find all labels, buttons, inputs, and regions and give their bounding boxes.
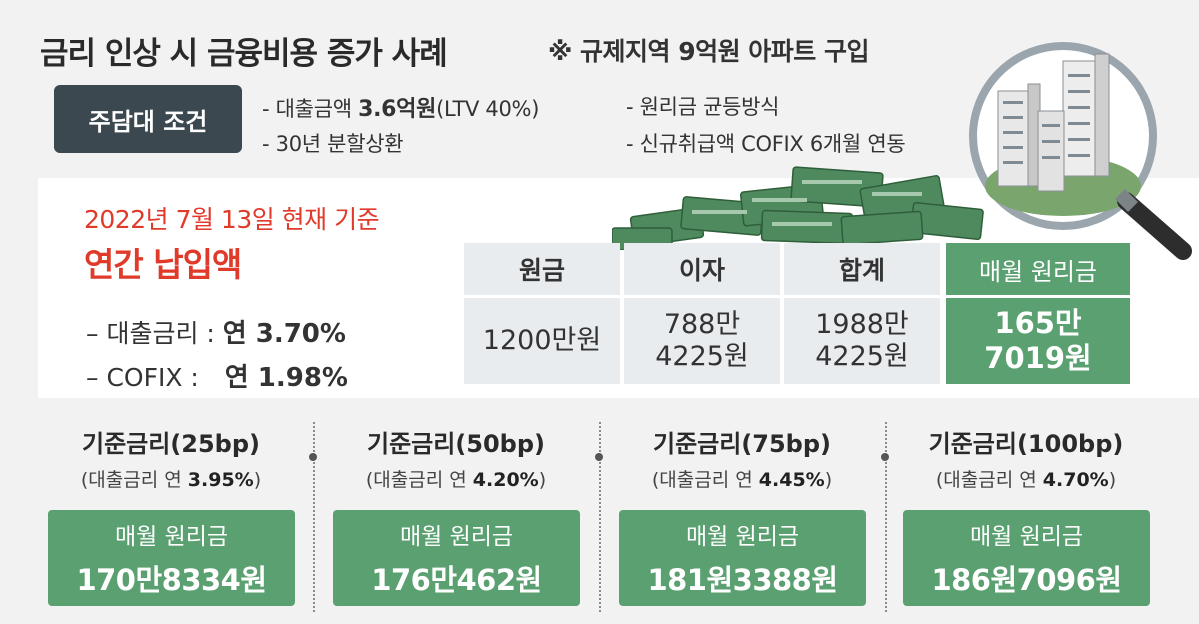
page-subtitle: ※ 규제지역 9억원 아파트 구입	[548, 37, 870, 66]
condition-term: - 30년 분할상환	[262, 132, 404, 156]
basis-date: 2022년 7월 13일 현재 기준	[84, 205, 380, 234]
scenario-50bp: 기준금리(50bp) (대출금리 연 4.20%) 매월 원리금 176만462…	[333, 424, 580, 606]
money-pile-icon	[612, 166, 984, 250]
scenario-divider	[599, 422, 601, 612]
scenario-divider	[313, 422, 315, 612]
loan-rate-line: – 대출금리 : 연 3.70%	[86, 319, 346, 349]
scenario-monthly-box: 매월 원리금 176만462원	[333, 510, 580, 606]
table-header-interest: 이자	[624, 243, 780, 295]
scenario-monthly-box: 매월 원리금 170만8334원	[48, 510, 295, 606]
condition-repayment: - 원리금 균등방식	[626, 95, 780, 119]
conditions-badge: 주담대 조건	[54, 85, 242, 153]
scenario-monthly-label: 매월 원리금	[399, 524, 514, 550]
scenario-title: 기준금리(75bp)	[652, 430, 831, 458]
table-cell-principal: 1200만원	[464, 298, 620, 384]
table-header-monthly: 매월 원리금	[946, 243, 1130, 295]
scenario-title: 기준금리(25bp)	[81, 430, 260, 458]
divider-dot	[309, 453, 317, 461]
condition-loan-amount: - 대출금액 3.6억원(LTV 40%)	[262, 97, 540, 122]
divider-dot	[595, 453, 603, 461]
scenario-monthly-amount: 186원7096원	[931, 563, 1122, 597]
annual-payment-heading: 연간 납입액	[84, 245, 242, 284]
scenario-loan-rate: (대출금리 연 4.70%)	[935, 469, 1117, 491]
divider-dot	[881, 453, 889, 461]
scenario-monthly-label: 매월 원리금	[969, 524, 1084, 550]
scenario-monthly-box: 매월 원리금 186원7096원	[903, 510, 1150, 606]
scenario-25bp: 기준금리(25bp) (대출금리 연 3.95%) 매월 원리금 170만833…	[48, 424, 295, 606]
cofix-line: – COFIX : 연 1.98%	[86, 363, 348, 393]
scenario-monthly-label: 매월 원리금	[114, 524, 229, 550]
table-cell-interest: 788만 4225원	[624, 298, 780, 384]
scenario-loan-rate: (대출금리 연 4.20%)	[365, 469, 547, 491]
table-header-total: 합계	[784, 243, 940, 295]
loan-rate-value: 연 3.70%	[222, 319, 346, 349]
table-cell-total: 1988만 4225원	[784, 298, 940, 384]
scenario-title: 기준금리(50bp)	[366, 430, 545, 458]
scenario-loan-rate: (대출금리 연 3.95%)	[80, 469, 262, 491]
condition-cofix: - 신규취급액 COFIX 6개월 연동	[626, 132, 906, 156]
scenario-monthly-amount: 176만462원	[371, 563, 542, 597]
page-title: 금리 인상 시 금융비용 증가 사례	[40, 36, 448, 72]
scenario-monthly-amount: 181원3388원	[647, 563, 838, 597]
scenario-loan-rate: (대출금리 연 4.45%)	[651, 469, 833, 491]
scenario-title: 기준금리(100bp)	[928, 430, 1124, 458]
cofix-value: 연 1.98%	[224, 363, 348, 393]
magnifier-apartments-icon	[969, 42, 1192, 260]
scenario-100bp: 기준금리(100bp) (대출금리 연 4.70%) 매월 원리금 186원70…	[903, 424, 1150, 606]
scenario-monthly-box: 매월 원리금 181원3388원	[619, 510, 866, 606]
scenario-75bp: 기준금리(75bp) (대출금리 연 4.45%) 매월 원리금 181원338…	[619, 424, 866, 606]
table-cell-monthly: 165만 7019원	[946, 298, 1130, 384]
scenario-monthly-label: 매월 원리금	[685, 524, 800, 550]
table-header-principal: 원금	[464, 243, 620, 295]
scenario-monthly-amount: 170만8334원	[76, 563, 267, 597]
scenario-divider	[885, 422, 887, 612]
